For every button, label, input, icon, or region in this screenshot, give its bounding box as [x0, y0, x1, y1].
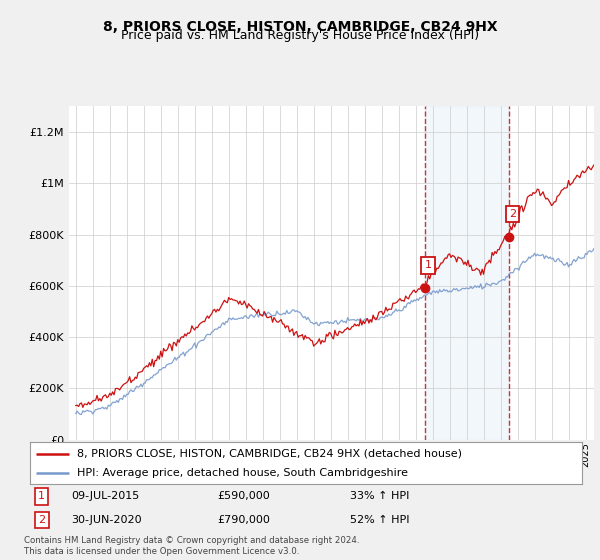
Bar: [425, 106, 509, 440]
Text: £790,000: £790,000: [218, 515, 271, 525]
Text: 30-JUN-2020: 30-JUN-2020: [71, 515, 142, 525]
Text: 33% ↑ HPI: 33% ↑ HPI: [350, 492, 410, 501]
Text: 1: 1: [38, 492, 45, 501]
Text: HPI: Average price, detached house, South Cambridgeshire: HPI: Average price, detached house, Sout…: [77, 468, 408, 478]
Text: Price paid vs. HM Land Registry's House Price Index (HPI): Price paid vs. HM Land Registry's House …: [121, 29, 479, 42]
Text: 1: 1: [425, 260, 431, 270]
Text: 8, PRIORS CLOSE, HISTON, CAMBRIDGE, CB24 9HX (detached house): 8, PRIORS CLOSE, HISTON, CAMBRIDGE, CB24…: [77, 449, 462, 459]
Text: 2: 2: [509, 209, 516, 219]
Text: 2: 2: [38, 515, 46, 525]
Text: 8, PRIORS CLOSE, HISTON, CAMBRIDGE, CB24 9HX: 8, PRIORS CLOSE, HISTON, CAMBRIDGE, CB24…: [103, 20, 497, 34]
Text: Contains HM Land Registry data © Crown copyright and database right 2024.
This d: Contains HM Land Registry data © Crown c…: [24, 536, 359, 556]
Text: 52% ↑ HPI: 52% ↑ HPI: [350, 515, 410, 525]
Text: £590,000: £590,000: [218, 492, 271, 501]
Text: 09-JUL-2015: 09-JUL-2015: [71, 492, 140, 501]
